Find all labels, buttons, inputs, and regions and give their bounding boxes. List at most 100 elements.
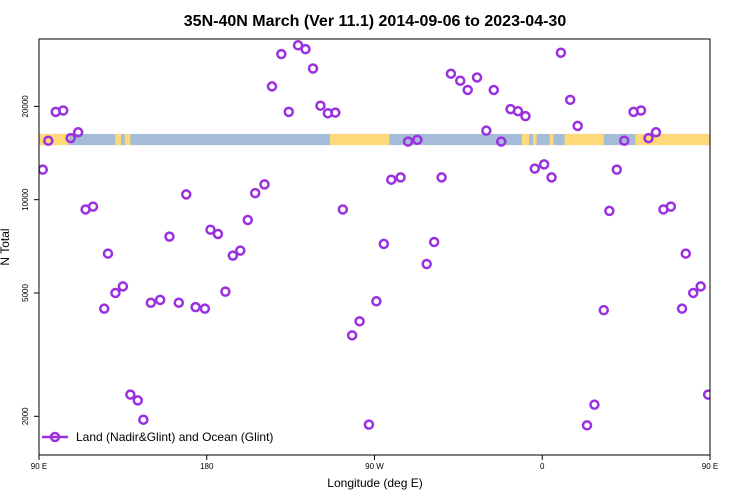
data-point: [589, 399, 600, 410]
data-point: [87, 201, 99, 212]
data-point: [462, 84, 473, 96]
x-tick-label: 90 W: [365, 462, 384, 471]
data-point: [378, 238, 390, 250]
data-point: [717, 416, 725, 424]
data-point: [702, 389, 710, 400]
y-axis-label: N Total: [0, 228, 12, 265]
data-point: [665, 201, 677, 212]
data-point: [39, 164, 48, 175]
data-point: [110, 287, 121, 299]
data-point: [512, 105, 524, 117]
data-point: [235, 245, 246, 256]
data-point: [555, 47, 567, 58]
data-point: [346, 330, 358, 341]
data-point: [495, 136, 507, 147]
data-point: [138, 414, 149, 425]
data-point: [132, 395, 144, 406]
land-segment: [549, 133, 554, 146]
x-tick-label: 90 E: [702, 462, 718, 471]
data-point: [220, 286, 231, 297]
data-point: [249, 187, 261, 199]
data-point: [117, 281, 129, 292]
data-point: [676, 303, 688, 314]
data-point: [65, 132, 76, 144]
data-point: [57, 105, 69, 116]
data-point: [481, 125, 492, 136]
data-point: [307, 63, 319, 74]
data-point: [242, 214, 254, 226]
data-point: [363, 419, 375, 430]
data-point: [145, 297, 157, 308]
data-point: [635, 105, 647, 116]
data-point: [725, 299, 733, 307]
x-axis-label: Longitude (deg E): [327, 476, 422, 490]
data-point: [604, 205, 615, 217]
data-point: [173, 297, 185, 308]
x-tick-label: 180: [200, 462, 214, 471]
data-point: [72, 127, 84, 138]
data-point: [300, 43, 311, 55]
data-point: [259, 179, 270, 190]
data-point: [712, 396, 720, 404]
data-point: [43, 135, 54, 146]
data-point: [436, 172, 447, 183]
data-point: [337, 204, 349, 215]
data-point: [212, 228, 224, 240]
land-segment: [124, 133, 131, 146]
y-axis: 2000 5000 10000 20000: [21, 95, 39, 425]
data-point: [546, 172, 557, 183]
data-point: [572, 120, 583, 132]
data-point: [581, 420, 593, 431]
y-tick-label: 20000: [21, 95, 30, 118]
land-segment: [39, 133, 69, 146]
data-point: [154, 294, 166, 306]
data-point: [428, 236, 440, 248]
data-point: [402, 136, 414, 147]
data-point: [564, 94, 576, 106]
data-point: [125, 389, 136, 400]
data-point: [205, 224, 216, 235]
data-point: [471, 72, 483, 83]
land-segment: [532, 133, 537, 146]
land-segment: [115, 133, 122, 146]
land-ocean-strip: [39, 133, 710, 146]
chart-title: 35N-40N March (Ver 11.1) 2014-09-06 to 2…: [184, 13, 567, 30]
data-point: [520, 110, 531, 122]
plot-frame: [38, 38, 711, 456]
x-tick-label: 90 E: [31, 462, 47, 471]
legend-label: Land (Nadir&Glint) and Ocean (Glint): [76, 430, 273, 444]
data-point: [488, 84, 500, 96]
data-point: [386, 174, 397, 185]
data-point: [102, 248, 114, 259]
data-point: [315, 100, 326, 111]
data-point: [190, 301, 201, 313]
y-tick-label: 5000: [21, 284, 30, 302]
y-tick-label: 10000: [21, 188, 30, 211]
x-axis: 90 E 180 90 W 0 90 E: [31, 455, 718, 471]
data-point: [734, 296, 742, 304]
data-point: [611, 164, 623, 175]
data-point: [650, 127, 662, 138]
land-segment: [521, 133, 530, 146]
data-point: [395, 172, 406, 183]
land-segment: [635, 133, 710, 146]
data-point: [445, 68, 457, 79]
y-tick-label: 2000: [21, 407, 30, 425]
data-point: [454, 75, 466, 86]
data-point: [421, 258, 432, 270]
data-point: [180, 189, 192, 200]
data-point: [283, 106, 295, 118]
data-points: [39, 40, 750, 431]
data-point: [266, 81, 278, 92]
data-point: [529, 163, 541, 174]
land-segment: [329, 133, 390, 146]
data-point: [371, 296, 382, 307]
data-point: [276, 48, 287, 60]
data-point: [743, 233, 750, 241]
legend: Land (Nadir&Glint) and Ocean (Glint): [42, 430, 273, 444]
data-point: [227, 250, 239, 261]
data-point: [695, 281, 706, 292]
x-tick-label: 0: [540, 462, 545, 471]
data-point: [164, 231, 175, 242]
